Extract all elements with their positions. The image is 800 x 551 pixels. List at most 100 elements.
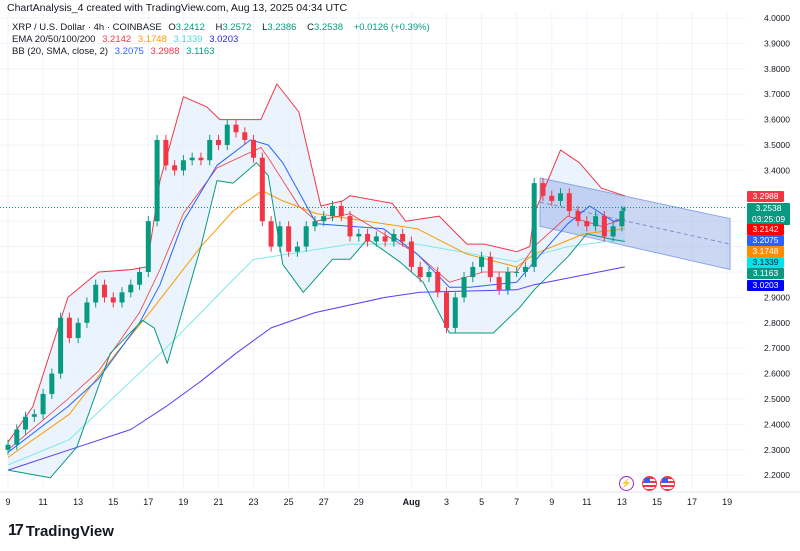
- candle: [207, 134, 213, 166]
- symbol-ohlc-row[interactable]: XRP / U.S. Dollar · 4h · COINBASE O3.241…: [12, 22, 434, 34]
- candle-body: [233, 124, 239, 133]
- candle: [66, 312, 72, 344]
- bar-countdown: 03:25:09: [751, 214, 786, 224]
- candle: [110, 292, 116, 308]
- logo-text: TradingView: [25, 522, 114, 540]
- candle-body: [329, 205, 335, 217]
- ema-legend-row[interactable]: EMA 20/50/100/200 3.2142 3.1748 3.1339 3…: [12, 34, 434, 46]
- candle: [452, 292, 458, 333]
- candle-body: [505, 272, 511, 290]
- ema100-value: 3.1339: [173, 34, 203, 45]
- candle: [40, 388, 46, 420]
- candle-body: [452, 297, 458, 328]
- open-value: 3.2412: [175, 22, 205, 33]
- candle-body: [137, 272, 143, 285]
- price-tick-label: 3.9000: [764, 38, 790, 48]
- price-label: 3.1748: [747, 245, 784, 257]
- candle-body: [5, 444, 11, 450]
- time-tick-label: 17: [143, 497, 153, 507]
- price-tick-label: 2.7000: [764, 343, 790, 353]
- candle-body: [84, 302, 90, 323]
- candle-body: [49, 373, 55, 394]
- candle-body: [58, 317, 64, 374]
- price-label: 3.2538 03:25:09: [747, 203, 790, 225]
- bb-lower-line: [7, 162, 625, 479]
- candle-body: [189, 157, 195, 161]
- lightning-icon[interactable]: ⚡: [619, 476, 634, 491]
- bollinger-band-fill: [8, 84, 625, 478]
- price-tick-label: 2.5000: [764, 394, 790, 404]
- candle: [365, 228, 371, 247]
- time-tick-label: 11: [38, 497, 47, 507]
- candle-body: [303, 226, 309, 247]
- candle: [31, 409, 37, 422]
- candle-body: [251, 139, 257, 158]
- candle-body: [198, 157, 204, 161]
- candle-body: [312, 221, 318, 227]
- candle: [540, 178, 546, 201]
- channel-midline: [539, 201, 731, 245]
- price-tick-label: 2.4000: [764, 419, 790, 429]
- candle-body: [101, 284, 107, 298]
- close-label: C: [307, 22, 314, 33]
- candle: [558, 188, 564, 206]
- candle-body: [66, 317, 72, 339]
- candle-body: [461, 277, 467, 298]
- time-tick-label: 23: [249, 497, 259, 507]
- price-tick-label: 3.5000: [764, 140, 790, 150]
- candle-body: [400, 233, 406, 242]
- candle: [531, 178, 537, 272]
- candle-body: [31, 414, 37, 417]
- us-flag-icon[interactable]: [642, 476, 657, 491]
- candle-body: [575, 211, 581, 222]
- candle: [622, 206, 626, 212]
- candle-body: [470, 266, 476, 278]
- candle: [251, 134, 257, 163]
- bb-legend-row[interactable]: BB (20, SMA, close, 2) 3.2075 3.2988 3.1…: [12, 46, 434, 58]
- open-label: O: [168, 22, 176, 33]
- candle: [593, 211, 599, 232]
- candle-body: [417, 266, 423, 278]
- candle: [417, 261, 423, 283]
- candle-body: [514, 272, 520, 273]
- candle-body: [408, 241, 414, 267]
- candle-body: [496, 277, 502, 290]
- candle: [400, 228, 406, 247]
- candle: [461, 272, 467, 303]
- close-value: 3.2538: [313, 22, 344, 33]
- price-label-value: 3.1748: [752, 245, 779, 256]
- candle: [128, 279, 134, 298]
- bb-title[interactable]: BB (20, SMA, close, 2): [12, 46, 109, 57]
- candle: [514, 266, 520, 278]
- candle: [294, 241, 300, 257]
- time-tick-label: 3: [444, 497, 449, 507]
- time-tick-label: 13: [73, 497, 83, 507]
- bb-basis-line: [7, 139, 625, 453]
- time-tick-label: 29: [354, 497, 364, 507]
- ema50-value: 3.1748: [137, 34, 167, 45]
- candle: [84, 297, 90, 328]
- price-tick-label: 3.4000: [764, 165, 790, 175]
- candle-body: [566, 193, 572, 212]
- candle: [373, 231, 379, 247]
- tradingview-logo[interactable]: 17 TradingView: [8, 522, 114, 540]
- us-flag-icon[interactable]: [660, 476, 675, 491]
- candle: [470, 261, 476, 283]
- ema20-value: 3.2142: [102, 34, 132, 45]
- ema-title[interactable]: EMA 20/50/100/200: [12, 34, 96, 45]
- candle: [224, 119, 230, 151]
- candle-body: [531, 183, 537, 267]
- candle-body: [549, 195, 555, 201]
- symbol-label[interactable]: XRP / U.S. Dollar · 4h · COINBASE: [12, 22, 162, 33]
- candle: [566, 188, 572, 217]
- candle-body: [215, 139, 221, 145]
- time-tick-label: 7: [514, 497, 519, 507]
- candle-body: [277, 226, 283, 247]
- price-tick-label: 2.8000: [764, 318, 790, 328]
- candle: [382, 231, 388, 247]
- price-tick-label: 2.3000: [764, 445, 790, 455]
- candle-body: [23, 416, 29, 430]
- candle: [119, 287, 125, 308]
- price-tick-label: 4.0000: [764, 13, 790, 23]
